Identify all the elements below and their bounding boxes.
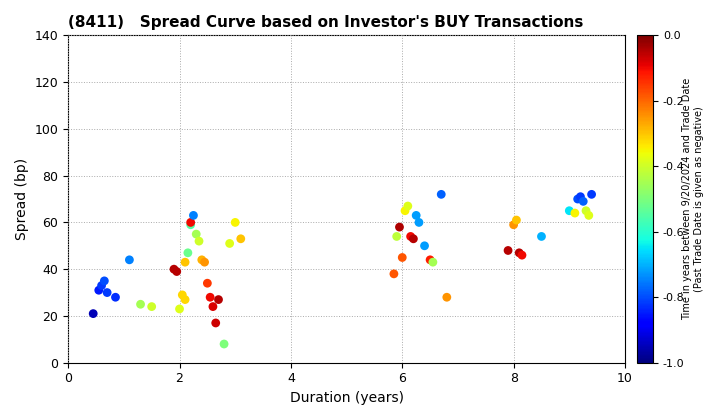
Point	[93, 287, 104, 294]
Point	[516, 252, 528, 259]
Point	[207, 303, 219, 310]
Point	[424, 257, 436, 263]
Point	[96, 282, 107, 289]
Point	[536, 233, 547, 240]
Point	[230, 219, 241, 226]
Point	[580, 207, 592, 214]
Point	[199, 259, 210, 265]
Point	[204, 294, 216, 301]
Point	[193, 238, 204, 244]
Point	[179, 296, 191, 303]
Point	[174, 306, 185, 312]
Point	[436, 191, 447, 198]
Point	[210, 320, 222, 326]
Point	[572, 196, 583, 202]
Point	[402, 203, 413, 210]
Point	[179, 259, 191, 265]
Point	[577, 198, 589, 205]
Point	[218, 341, 230, 347]
Point	[99, 278, 110, 284]
Point	[397, 254, 408, 261]
Point	[391, 233, 402, 240]
Point	[171, 268, 182, 275]
Point	[188, 212, 199, 219]
Point	[419, 242, 431, 249]
Y-axis label: Spread (bp): Spread (bp)	[15, 158, 29, 240]
Point	[102, 289, 113, 296]
Point	[427, 259, 438, 265]
Point	[564, 207, 575, 214]
Point	[196, 257, 207, 263]
Point	[400, 207, 411, 214]
Point	[586, 191, 598, 198]
Point	[146, 303, 158, 310]
Point	[182, 249, 194, 256]
X-axis label: Duration (years): Duration (years)	[289, 391, 404, 405]
Point	[202, 280, 213, 286]
Point	[513, 249, 525, 256]
Point	[510, 217, 522, 223]
Point	[224, 240, 235, 247]
Point	[441, 294, 453, 301]
Point	[408, 236, 419, 242]
Point	[575, 193, 586, 200]
Point	[185, 221, 197, 228]
Point	[394, 224, 405, 231]
Point	[168, 266, 180, 273]
Point	[503, 247, 514, 254]
Point	[87, 310, 99, 317]
Point	[235, 236, 246, 242]
Y-axis label: Time in years between 9/20/2024 and Trade Date
(Past Trade Date is given as nega: Time in years between 9/20/2024 and Trad…	[683, 78, 704, 320]
Text: (8411)   Spread Curve based on Investor's BUY Transactions: (8411) Spread Curve based on Investor's …	[68, 15, 583, 30]
Point	[405, 233, 416, 240]
Point	[583, 212, 595, 219]
Point	[191, 231, 202, 237]
Point	[413, 219, 425, 226]
Point	[508, 221, 519, 228]
Point	[388, 270, 400, 277]
Point	[569, 210, 580, 216]
Point	[176, 291, 188, 298]
Point	[185, 219, 197, 226]
Point	[124, 257, 135, 263]
Point	[410, 212, 422, 219]
Point	[212, 296, 224, 303]
Point	[135, 301, 146, 307]
Point	[109, 294, 121, 301]
